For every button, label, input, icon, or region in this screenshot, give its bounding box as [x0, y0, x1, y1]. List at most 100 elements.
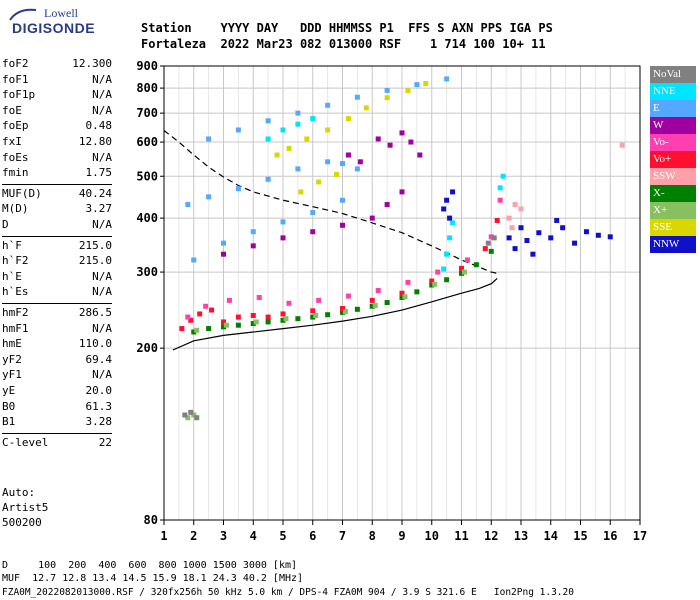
data-point-noval [182, 412, 188, 418]
param-row: h`E N/A [2, 270, 112, 284]
data-point-e [250, 229, 256, 235]
param-name: MUF(D) [2, 186, 42, 200]
x-tick-label: 3 [220, 529, 227, 543]
y-tick-label: 400 [136, 211, 158, 225]
x-tick-label: 16 [603, 529, 617, 543]
param-name: h`F2 [2, 254, 29, 268]
param-value: N/A [92, 88, 112, 102]
data-point-ssw [506, 215, 512, 221]
param-row: hmE 110.0 [2, 337, 112, 351]
param-row: fxI 12.80 [2, 135, 112, 149]
data-point-vo- [316, 297, 322, 303]
footer-distance-row: D 100 200 400 600 800 1000 1500 3000 [km… [2, 560, 298, 571]
param-row: foEs N/A [2, 151, 112, 165]
data-point-sse [325, 127, 331, 133]
data-point-vo- [464, 257, 470, 263]
param-row: B0 61.3 [2, 400, 112, 414]
data-point-e [310, 210, 316, 216]
data-point-x- [223, 322, 229, 328]
legend-item: SSW [650, 168, 696, 185]
param-name: foE [2, 103, 22, 117]
data-point-vo- [310, 308, 316, 314]
data-point-nne [500, 173, 506, 179]
profile-curve-dashed [163, 130, 498, 274]
auto-label: Auto: [2, 486, 36, 499]
data-point-noval [485, 240, 491, 246]
legend-item: X+ [650, 202, 696, 219]
param-value: N/A [92, 72, 112, 86]
data-point-nnw [536, 230, 542, 236]
param-name: yE [2, 384, 16, 397]
data-point-w [280, 235, 286, 241]
data-point-x- [280, 317, 286, 323]
data-point-x- [432, 281, 438, 287]
param-row: yE 20.0 [2, 384, 112, 398]
data-point-x- [265, 319, 271, 325]
data-point-e [280, 219, 286, 225]
data-point-x- [369, 303, 375, 309]
data-point-vo- [340, 306, 345, 312]
data-point-nnw [506, 235, 512, 241]
x-tick-label: 6 [309, 529, 316, 543]
data-point-vo- [226, 297, 232, 303]
y-tick-label: 800 [136, 81, 158, 95]
auto-algorithm: Artist5 [2, 501, 49, 514]
param-row: fmin 1.75 [2, 166, 112, 180]
data-point-x- [191, 329, 197, 335]
data-point-e [206, 136, 212, 142]
data-point-sse [345, 116, 351, 122]
data-point-w [369, 215, 375, 221]
data-point-nne [310, 116, 316, 122]
param-value: 12.300 [72, 57, 112, 70]
param-name: foF2 [2, 57, 29, 70]
data-point-sse [304, 136, 310, 142]
data-point-e [354, 166, 360, 172]
data-point-nnw [444, 197, 450, 203]
param-name: hmE [2, 337, 22, 351]
x-tick-label: 14 [544, 529, 558, 543]
x-tick-label: 11 [454, 529, 468, 543]
data-point-vo- [265, 314, 271, 320]
y-tick-label: 80 [144, 513, 158, 527]
data-point-noval [188, 409, 194, 415]
data-point-vo- [375, 287, 381, 293]
param-row: h`F2 215.0 [2, 254, 112, 268]
param-name: hmF2 [2, 306, 29, 319]
data-point-nnw [548, 235, 554, 241]
data-point-sse [384, 95, 390, 101]
data-point-vo- [429, 278, 435, 284]
param-row: foF2 12.300 [2, 57, 112, 71]
data-point-x- [459, 270, 464, 276]
data-point-e [221, 240, 226, 246]
data-point-w [345, 152, 351, 158]
data-point-x- [235, 322, 241, 328]
param-row: foF1p N/A [2, 88, 112, 102]
data-point-e [295, 110, 301, 116]
data-point-nne [441, 266, 447, 272]
param-row: foF1 N/A [2, 73, 112, 87]
data-point-nnw [572, 240, 578, 246]
logo-line1: Lowell [44, 6, 78, 20]
data-point-nne [497, 185, 503, 191]
data-point-x- [250, 321, 256, 327]
param-name: h`Es [2, 285, 29, 299]
param-value: N/A [92, 269, 112, 283]
auto-version: 500200 [2, 516, 42, 529]
param-value: 110.0 [78, 337, 112, 351]
data-point-e [235, 186, 241, 192]
x-tick-label: 1 [160, 529, 167, 543]
chart-points [179, 76, 625, 421]
data-point-e [325, 159, 331, 165]
data-point-x- [342, 309, 348, 315]
chart-legend: NoVal NNE E W Vo- Vo+ SSW X- X+ SSE NNW [650, 66, 696, 256]
data-point-nnw [512, 246, 518, 252]
data-point-sse [316, 179, 322, 185]
data-point-vo- [459, 265, 464, 271]
data-point-sse [334, 171, 340, 177]
data-point-nnw [518, 225, 524, 231]
param-value: 215.0 [78, 254, 112, 268]
y-tick-label: 700 [136, 106, 158, 120]
data-point-noval [194, 415, 200, 421]
data-point-nne [295, 121, 301, 127]
data-point-vo- [179, 326, 185, 332]
